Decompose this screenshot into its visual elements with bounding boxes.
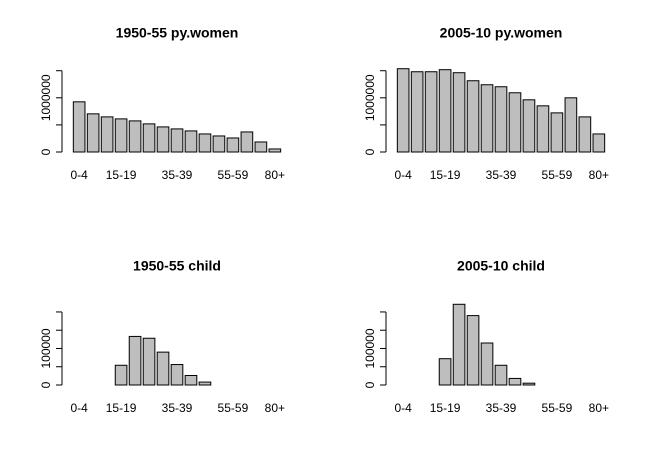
x-tick-label: 15-19 bbox=[106, 168, 137, 182]
bar bbox=[156, 126, 170, 153]
bar bbox=[494, 364, 508, 386]
bar bbox=[522, 382, 536, 386]
x-tick-label: 15-19 bbox=[430, 168, 461, 182]
bar bbox=[480, 84, 494, 153]
bar bbox=[438, 69, 452, 153]
x-tick-label: 80+ bbox=[589, 401, 609, 415]
bar bbox=[72, 101, 86, 153]
x-tick-label: 80+ bbox=[265, 168, 285, 182]
y-tick-label: 0 bbox=[363, 148, 377, 155]
y-tick-label: 0 bbox=[39, 381, 53, 388]
bar bbox=[86, 113, 100, 153]
bar bbox=[142, 123, 156, 153]
bar bbox=[128, 120, 142, 153]
bar bbox=[494, 86, 508, 153]
y-tick-label: 0 bbox=[39, 148, 53, 155]
x-tick-label: 35-39 bbox=[162, 168, 193, 182]
bar bbox=[396, 68, 410, 153]
bar bbox=[564, 97, 578, 153]
bar bbox=[452, 72, 466, 153]
bar bbox=[156, 351, 170, 386]
x-tick-label: 80+ bbox=[265, 401, 285, 415]
bar bbox=[170, 128, 184, 153]
x-tick-label: 0-4 bbox=[394, 401, 412, 415]
bar bbox=[240, 131, 254, 153]
x-tick-label: 35-39 bbox=[486, 168, 517, 182]
y-tick-label: 100000 bbox=[39, 328, 53, 368]
x-tick-label: 55-59 bbox=[218, 168, 249, 182]
y-tick-label: 100000 bbox=[363, 328, 377, 368]
bar bbox=[536, 105, 550, 153]
y-tick-label: 1000000 bbox=[39, 74, 53, 121]
x-tick-label: 0-4 bbox=[70, 168, 88, 182]
y-tick-label: 1000000 bbox=[363, 74, 377, 121]
bar bbox=[114, 118, 128, 153]
chart-title: 1950-55 py.women bbox=[116, 25, 239, 41]
x-tick-label: 55-59 bbox=[542, 168, 573, 182]
x-tick-label: 55-59 bbox=[542, 401, 573, 415]
chart-title: 2005-10 py.women bbox=[440, 25, 563, 41]
bar bbox=[452, 303, 466, 386]
bar bbox=[592, 133, 606, 153]
bar bbox=[114, 364, 128, 386]
bar bbox=[184, 375, 198, 386]
x-tick-label: 15-19 bbox=[430, 401, 461, 415]
bar bbox=[578, 116, 592, 153]
bar bbox=[128, 335, 142, 386]
x-tick-label: 35-39 bbox=[486, 401, 517, 415]
x-tick-label: 15-19 bbox=[106, 401, 137, 415]
x-tick-label: 0-4 bbox=[70, 401, 88, 415]
bar bbox=[522, 99, 536, 153]
bar bbox=[198, 381, 212, 386]
bar bbox=[410, 71, 424, 153]
x-tick-label: 80+ bbox=[589, 168, 609, 182]
bar bbox=[438, 358, 452, 386]
y-tick-label: 0 bbox=[363, 381, 377, 388]
bar bbox=[226, 137, 240, 153]
bar bbox=[466, 80, 480, 153]
chart-title: 2005-10 child bbox=[457, 258, 545, 274]
bar bbox=[268, 148, 282, 153]
bar bbox=[550, 112, 564, 153]
bar bbox=[466, 315, 480, 386]
chart-title: 1950-55 child bbox=[133, 258, 221, 274]
x-tick-label: 55-59 bbox=[218, 401, 249, 415]
bar bbox=[198, 133, 212, 153]
bar bbox=[212, 135, 226, 153]
bar bbox=[100, 116, 114, 153]
x-tick-label: 0-4 bbox=[394, 168, 412, 182]
bar bbox=[424, 71, 438, 153]
bar bbox=[184, 130, 198, 153]
bar bbox=[170, 364, 184, 386]
bar bbox=[508, 377, 522, 386]
bar bbox=[508, 92, 522, 153]
bar bbox=[480, 342, 494, 386]
bar bbox=[142, 337, 156, 386]
bar bbox=[254, 141, 268, 153]
x-tick-label: 35-39 bbox=[162, 401, 193, 415]
